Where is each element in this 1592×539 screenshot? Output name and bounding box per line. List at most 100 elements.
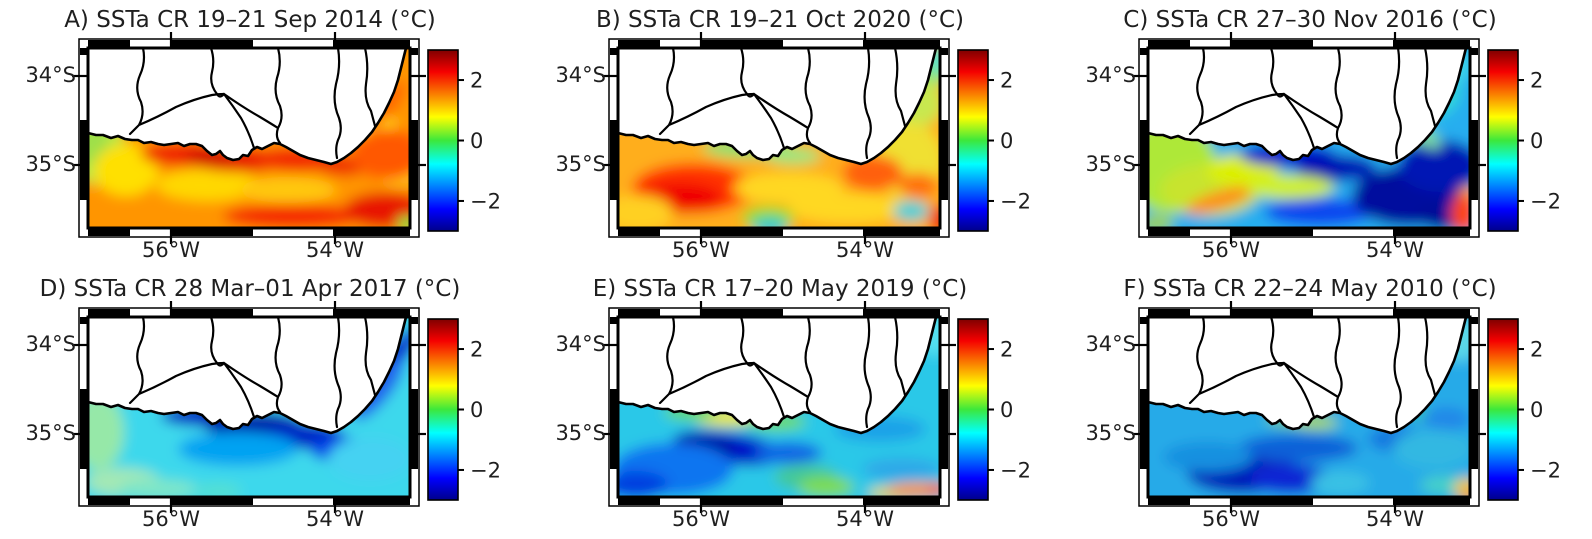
anomaly-blob [1250,464,1330,494]
ssta-panel-F: F) SSTa CR 22–24 May 2010 (°C) 2 0 −2 34°S 35… [1060,269,1592,539]
anomaly-blob [798,477,854,497]
anomaly-blob [927,483,940,495]
panel-title: C) SSTa CR 27–30 Nov 2016 (°C) [1123,7,1497,33]
anomaly-blob [328,437,410,481]
anomaly-blob [1185,185,1255,215]
map-frame [1132,301,1486,513]
lat-tick-label: 35°S [25,152,76,176]
lat-tick-label: 34°S [555,63,606,87]
frame-inner-line [1146,46,1472,230]
colorbar-tick-label: 0 [470,398,483,422]
lat-tick-label: 35°S [25,421,76,445]
anomaly-blob [754,442,822,464]
colorbar-tick-label: −2 [1000,189,1031,213]
anomaly-blob [118,479,198,497]
anomaly-blob [1296,155,1376,181]
colorbar-tick-label: 0 [1000,398,1013,422]
anomaly-blob [156,169,260,201]
land-polygon [616,315,938,435]
colorbar-tick-label: 0 [470,129,483,153]
lon-tick-label: 54°W [836,507,894,531]
colorbar-tick-label: 2 [1000,338,1013,362]
anomaly-blob [194,483,242,497]
colorbar: 2 0 −2 [427,49,501,232]
anomaly-blob [1461,489,1470,497]
colorbar-gradient [1487,318,1519,501]
anomaly-blob [1238,434,1358,462]
ssta-map-C [1132,32,1486,244]
ssta-map-F [1132,301,1486,513]
lat-tick-label: 34°S [25,332,76,356]
anomaly-blob [397,216,410,228]
map-frame [602,301,956,513]
colorbar-tick-label: 2 [1000,69,1013,93]
anomaly-blob [1246,175,1334,199]
admin-borders [1188,46,1437,160]
anomaly-blob [88,394,124,470]
lon-tick-label: 56°W [142,507,200,531]
land-polygon [616,46,938,166]
colorbar: 2 0 −2 [957,49,1031,232]
frame-outer-line [78,307,420,507]
ssta-map-D [72,301,426,513]
land-polygon [1146,46,1468,166]
anomaly-blob [344,192,410,228]
colorbar-tick-label: −2 [1000,458,1031,482]
frame-outer-line [608,307,950,507]
frame-inner-line [616,315,942,499]
colorbar-tick-label: −2 [470,458,501,482]
frame-outer-line [608,38,950,238]
lon-tick-label: 56°W [1202,238,1260,262]
colorbar-gradient [1487,49,1519,232]
lon-tick-label: 56°W [142,238,200,262]
land-polygon [86,315,408,435]
anomaly-blob [930,204,940,228]
anomaly-blob [618,195,673,228]
lat-tick-label: 34°S [25,63,76,87]
anomaly-blob [1163,442,1253,472]
admin-borders [128,315,377,429]
land-polygon [86,46,408,166]
anomaly-blob [886,483,940,497]
anomaly-blob [1422,407,1470,431]
colorbar-tick-label: −2 [1530,189,1561,213]
anomaly-blob [788,193,908,223]
lat-tick-label: 35°S [555,421,606,445]
colorbar-gradient [427,318,459,501]
ssta-panel-C: C) SSTa CR 27–30 Nov 2016 (°C) 2 0 −2 34°S 35… [1060,0,1592,269]
lon-tick-label: 54°W [1366,238,1424,262]
frame-outer-line [78,38,420,238]
map-frame [72,301,426,513]
lat-tick-label: 34°S [555,332,606,356]
admin-borders [128,46,377,160]
frame-outer-line [1138,307,1480,507]
anomaly-blob [223,204,363,228]
anomaly-blob [1148,216,1174,228]
lon-tick-label: 54°W [306,238,364,262]
anomaly-blob [1393,429,1470,469]
admin-borders [658,315,907,429]
colorbar-tick-label: 2 [1530,338,1543,362]
anomaly-blob [1265,198,1375,226]
frame-inner-line [86,46,412,230]
lat-tick-label: 35°S [555,152,606,176]
anomaly-blob [94,144,158,196]
ssta-panel-D: D) SSTa CR 28 Mar–01 Apr 2017 (°C) 2 0 −2 34… [0,269,530,539]
admin-borders [658,46,907,160]
anomaly-blob [862,458,940,480]
colorbar-tick-label: 2 [470,338,483,362]
colorbar: 2 0 −2 [1487,318,1561,501]
colorbar-tick-label: 2 [470,69,483,93]
anomaly-blob [1451,194,1470,228]
ssta-map-B [602,32,956,244]
colorbar-gradient [957,318,989,501]
land-polygon [1146,315,1468,435]
colorbar-tick-label: 0 [1530,129,1543,153]
frame-outer-line [1138,38,1480,238]
lon-tick-label: 54°W [836,238,894,262]
map-frame [72,32,426,244]
anomaly-blob [240,177,336,203]
frame-inner-line [86,315,412,499]
anomaly-blob [1398,140,1470,192]
